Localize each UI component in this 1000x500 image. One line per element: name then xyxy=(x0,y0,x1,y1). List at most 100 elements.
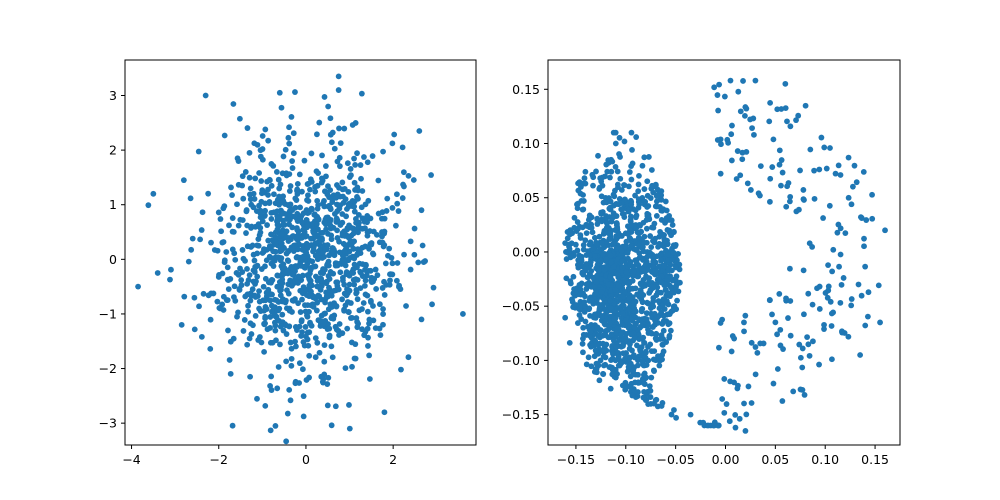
left-data-point xyxy=(336,321,343,327)
left-data-point xyxy=(268,302,275,309)
left-data-point xyxy=(288,345,295,352)
left-data-point xyxy=(303,233,310,240)
right-data-point xyxy=(597,246,604,252)
left-data-point xyxy=(308,322,315,329)
left-data-point xyxy=(288,113,295,120)
left-data-point xyxy=(350,230,357,237)
left-data-point xyxy=(191,326,198,333)
right-data-point xyxy=(736,415,743,422)
right-data-point xyxy=(618,359,625,366)
right-data-point xyxy=(652,397,659,404)
left-data-point xyxy=(309,293,316,300)
right-data-point xyxy=(776,147,783,154)
left-data-point xyxy=(334,191,341,198)
right-data-point xyxy=(607,298,614,305)
right-data-point xyxy=(776,161,783,168)
right-data-point xyxy=(816,166,823,173)
left-data-point xyxy=(332,262,339,269)
left-data-point xyxy=(296,360,303,367)
right-data-point xyxy=(716,344,722,351)
left-data-point xyxy=(327,115,334,122)
left-data-point xyxy=(257,210,264,217)
left-data-point xyxy=(309,206,315,213)
left-data-point xyxy=(286,386,293,393)
left-data-point xyxy=(276,222,283,229)
left-data-point xyxy=(207,345,214,352)
right-data-point xyxy=(782,105,789,111)
left-x-tick-label: −2 xyxy=(210,452,228,467)
right-data-point xyxy=(669,222,676,228)
right-data-point xyxy=(825,262,831,269)
left-data-point xyxy=(276,317,282,324)
right-data-point xyxy=(816,283,823,290)
right-data-point xyxy=(650,224,657,231)
left-data-point xyxy=(399,195,406,201)
left-data-point xyxy=(300,393,307,400)
right-data-point xyxy=(633,134,640,140)
right-data-point xyxy=(596,267,603,274)
left-data-point xyxy=(389,205,396,211)
right-data-point xyxy=(576,312,583,318)
right-data-point xyxy=(644,254,651,260)
right-data-point xyxy=(605,326,611,333)
left-data-point xyxy=(250,278,257,285)
right-data-point xyxy=(757,163,764,169)
left-data-point xyxy=(278,210,285,217)
right-data-point xyxy=(594,262,601,268)
right-data-point xyxy=(607,273,613,280)
left-data-point xyxy=(254,273,261,280)
left-data-point xyxy=(240,195,247,202)
right-data-point xyxy=(594,215,601,222)
left-data-point xyxy=(196,303,202,310)
left-data-point xyxy=(334,279,341,286)
left-data-point xyxy=(240,328,247,334)
left-data-point xyxy=(181,293,188,300)
right-data-point xyxy=(816,361,822,368)
right-data-point xyxy=(653,193,660,199)
left-data-point xyxy=(326,276,333,282)
right-data-point xyxy=(793,208,800,215)
right-data-point xyxy=(647,388,654,394)
left-data-point xyxy=(277,292,284,299)
right-x-tick-label: 0.05 xyxy=(761,452,789,467)
left-y-tick-label: 2 xyxy=(109,143,117,158)
right-data-point xyxy=(741,328,747,335)
left-data-point xyxy=(398,366,404,373)
right-data-point xyxy=(620,303,627,309)
right-data-point xyxy=(601,320,608,327)
left-data-point xyxy=(272,422,279,429)
right-data-point xyxy=(619,322,626,328)
right-data-point xyxy=(644,204,651,210)
right-y-tick-label: −0.10 xyxy=(502,353,540,368)
right-data-point xyxy=(600,370,606,377)
right-data-point xyxy=(577,190,584,197)
left-data-point xyxy=(306,352,313,359)
right-data-point xyxy=(725,139,732,146)
left-data-point xyxy=(296,171,303,178)
right-data-point xyxy=(717,170,724,177)
right-data-point xyxy=(800,267,807,274)
right-data-point xyxy=(723,401,730,407)
left-data-point xyxy=(311,211,318,218)
right-data-point xyxy=(711,84,718,91)
right-data-point xyxy=(610,191,617,198)
left-data-point xyxy=(252,175,259,182)
left-data-point xyxy=(219,270,226,277)
left-data-point xyxy=(328,232,335,239)
left-data-point xyxy=(242,293,249,300)
left-data-point xyxy=(298,235,305,241)
left-data-point xyxy=(328,315,335,322)
left-data-point xyxy=(260,283,267,290)
right-data-point xyxy=(643,349,649,356)
left-data-point xyxy=(382,260,389,267)
left-data-point xyxy=(460,311,466,317)
right-data-point xyxy=(598,193,605,200)
right-data-point xyxy=(571,214,578,221)
right-data-point xyxy=(643,310,650,317)
right-data-point xyxy=(572,241,579,248)
right-data-point xyxy=(821,321,827,328)
right-data-point xyxy=(727,77,734,84)
right-data-point xyxy=(857,352,864,358)
left-data-point xyxy=(411,251,418,258)
left-data-point xyxy=(280,198,287,204)
